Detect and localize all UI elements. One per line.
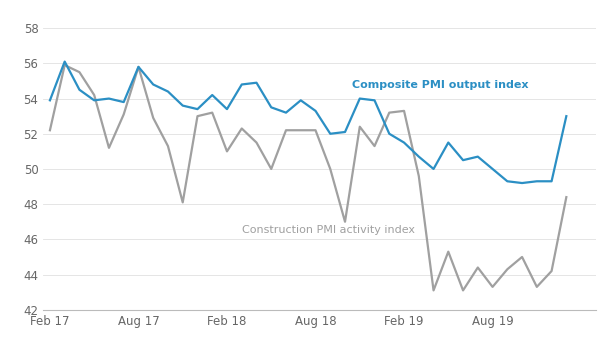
Text: Construction PMI activity index: Construction PMI activity index [242,225,415,235]
Text: Composite PMI output index: Composite PMI output index [353,80,529,90]
